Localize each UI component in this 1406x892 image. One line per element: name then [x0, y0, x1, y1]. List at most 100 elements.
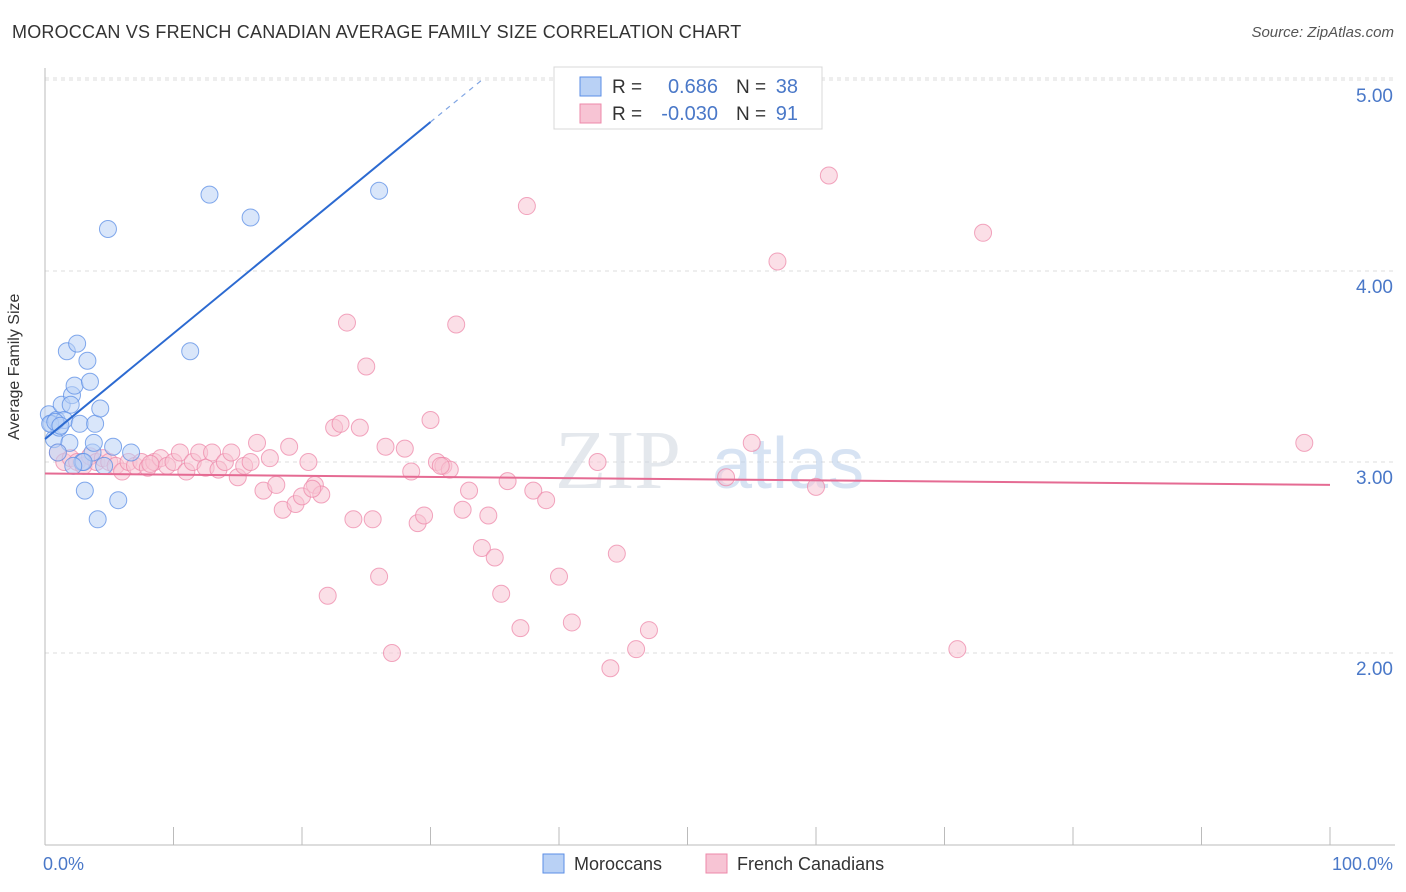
legend-swatch-moroccans	[579, 76, 602, 97]
french-canadians-point-64	[472, 538, 491, 557]
moroccans-point-22	[98, 219, 117, 238]
x-tick-label-1: 100.0%	[1332, 854, 1393, 874]
french-canadians-point-30	[241, 453, 260, 471]
french-canadians-point-82	[768, 252, 787, 271]
series-legend-swatch-french-canadians	[705, 853, 728, 874]
french-canadians-point-50	[370, 567, 389, 586]
axes	[44, 68, 1395, 846]
french-canadians-point-86	[974, 223, 993, 242]
french-canadians-point-73	[550, 567, 568, 586]
french-canadians-point-78	[627, 640, 646, 659]
legend-n-label-0: N =	[736, 77, 766, 98]
french-canadians-point-48	[357, 357, 376, 376]
french-canadians-point-39	[299, 453, 318, 471]
french-canadians-point-71	[524, 481, 543, 500]
french-canadians-point-51	[376, 437, 395, 456]
watermark: ZIP atlas	[555, 414, 864, 507]
legend-r-value-0: 0.686	[668, 76, 718, 98]
french-canadians-point-67	[492, 584, 511, 603]
french-canadians-point-36	[280, 437, 299, 456]
moroccans-trend-extension	[430, 79, 483, 123]
french-canadians-point-74	[562, 613, 581, 632]
french-canadians-point-44	[331, 414, 350, 433]
french-canadians-point-27	[222, 443, 241, 462]
watermark-zip: ZIP	[555, 414, 681, 507]
y-tick-label-0: 2.00	[1356, 659, 1393, 680]
french-canadians-point-68	[498, 472, 517, 491]
french-canadians-point-52	[382, 644, 401, 662]
moroccans-point-32	[61, 395, 80, 414]
moroccans-point-36	[64, 456, 83, 475]
french-canadians-point-70	[517, 197, 536, 216]
legend-n-label-1: N =	[736, 104, 766, 125]
legend-n-value-1: 91	[776, 103, 798, 125]
french-canadians-point-34	[267, 475, 286, 494]
correlation-legend: R = 0.686 N = 38 R = -0.030 N = 91	[553, 66, 823, 130]
legend-swatch-french-canadians	[579, 103, 602, 124]
french-canadians-point-90	[303, 479, 322, 498]
moroccans-point-28	[241, 208, 260, 227]
moroccans-point-29	[370, 181, 389, 200]
moroccans-point-27	[200, 185, 219, 204]
series-legend-label-moroccans: Moroccans	[574, 854, 662, 874]
moroccans-point-15	[78, 351, 97, 370]
source-label: Source: ZipAtlas.com	[1251, 24, 1394, 41]
legend-n-value-0: 38	[776, 76, 798, 98]
french-canadians-point-66	[485, 548, 504, 567]
french-canadians-point-72	[537, 491, 556, 510]
moroccans-point-8	[60, 433, 79, 452]
french-canadians-point-89	[141, 454, 160, 473]
french-canadians-point-88	[431, 456, 450, 475]
french-canadians-point-84	[819, 166, 838, 185]
legend-r-label-1: R =	[612, 104, 642, 125]
moroccans-point-23	[104, 437, 123, 456]
french-canadians-point-75	[588, 453, 607, 471]
french-canadians-point-57	[421, 410, 440, 429]
legend-r-value-1: -0.030	[661, 103, 718, 125]
moroccans-point-16	[80, 372, 99, 391]
tick-labels: 2.00 3.00 4.00 5.00 0.0% 100.0%	[43, 86, 1393, 874]
x-tick-label-0: 0.0%	[43, 854, 84, 874]
french-canadians-point-63	[460, 481, 479, 500]
y-tick-label-1: 3.00	[1356, 468, 1393, 489]
french-canadians-point-85	[948, 640, 967, 659]
moroccans-point-10	[65, 376, 84, 395]
series-legend-swatch-moroccans	[542, 853, 565, 874]
french-canadians-point-69	[511, 619, 530, 638]
french-canadians-point-61	[447, 315, 466, 334]
french-canadians-point-31	[248, 433, 267, 452]
grid-lines	[45, 77, 1395, 654]
moroccans-point-18	[86, 414, 105, 433]
french-canadians-point-45	[337, 313, 356, 332]
moroccans-point-14	[75, 481, 94, 500]
french-canadians-point-19	[170, 443, 189, 462]
series-legend: Moroccans French Canadians	[542, 853, 884, 874]
french-canadians-points	[48, 166, 1314, 678]
french-canadians-point-56	[415, 506, 434, 525]
french-canadians-point-83	[807, 477, 825, 496]
french-canadians-point-80	[717, 468, 736, 487]
french-canadians-point-53	[395, 439, 414, 458]
moroccans-trend-line	[44, 121, 432, 440]
moroccans-point-31	[48, 443, 67, 462]
french-canadians-point-65	[479, 506, 498, 525]
watermark-atlas: atlas	[712, 424, 864, 504]
moroccans-point-26	[181, 342, 200, 361]
moroccans-point-19	[88, 510, 107, 529]
french-canadians-point-62	[453, 500, 472, 519]
french-canadians-point-24	[203, 443, 222, 462]
french-canadians-point-49	[363, 510, 382, 529]
french-canadians-point-87	[1295, 433, 1314, 452]
moroccans-point-11	[68, 334, 87, 353]
moroccans-point-24	[109, 491, 128, 510]
moroccans-point-21	[95, 456, 114, 475]
french-canadians-point-81	[742, 433, 761, 452]
chart-title: MOROCCAN VS FRENCH CANADIAN AVERAGE FAMI…	[12, 22, 742, 42]
moroccans-point-25	[122, 443, 141, 462]
french-canadians-point-79	[639, 621, 658, 640]
legend-r-label-0: R =	[612, 77, 642, 98]
french-canadians-trend-line	[44, 472, 1331, 486]
moroccans-point-12	[70, 414, 89, 433]
french-canadians-point-76	[601, 659, 620, 678]
moroccans-point-20	[91, 399, 110, 418]
